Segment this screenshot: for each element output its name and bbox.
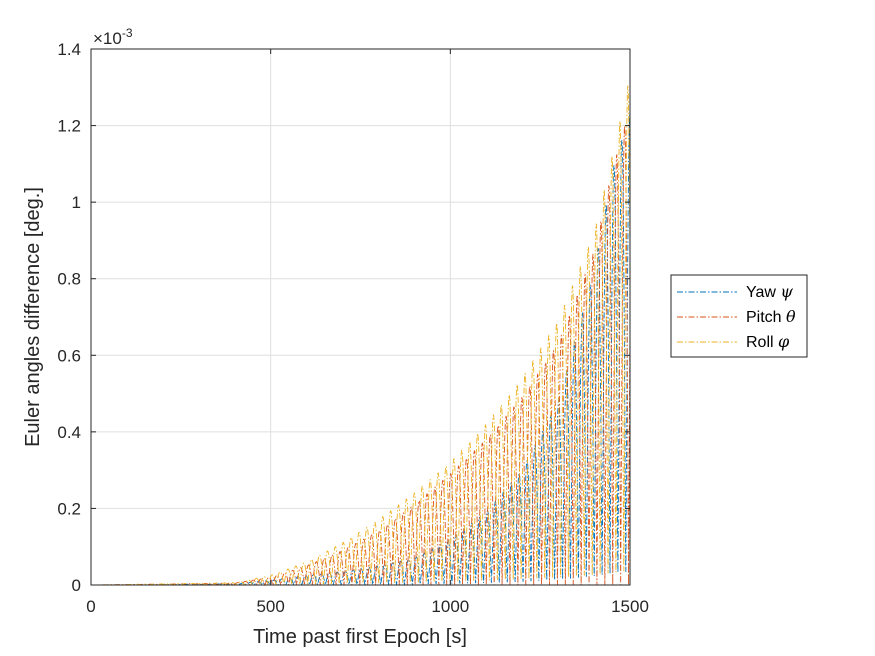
y-tick-label: 1.4 [57, 40, 81, 59]
legend: Yaw ψ Pitch θ Roll φ [670, 274, 808, 358]
series-line-pitch [91, 125, 631, 587]
x-tick-label: 1500 [611, 597, 649, 616]
plot-area [91, 49, 630, 585]
y-tick-label: 1 [72, 193, 81, 212]
x-tick-label: 0 [86, 597, 95, 616]
x-tick-label: 500 [256, 597, 284, 616]
y-exponent-label: ×10-3 [93, 26, 133, 48]
y-tick-label: 1.2 [57, 117, 81, 136]
legend-label-roll: Roll φ [746, 332, 790, 351]
y-tick-label: 0.8 [57, 270, 81, 289]
grid [91, 49, 630, 585]
x-tick-label: 1000 [431, 597, 469, 616]
axes-box [90, 48, 631, 586]
y-tick-label: 0.2 [57, 499, 81, 518]
y-axis-ticks: 0 0.2 0.4 0.6 0.8 1 1.2 1.4 [57, 40, 630, 595]
y-tick-label: 0.6 [57, 346, 81, 365]
y-tick-label: 0.4 [57, 423, 81, 442]
legend-label-pitch: Pitch θ [746, 307, 796, 326]
x-axis-label: Time past first Epoch [s] [253, 626, 467, 648]
legend-label-yaw: Yaw ψ [746, 282, 793, 301]
x-axis-ticks: 0 500 1000 1500 [86, 49, 649, 616]
y-tick-label: 0 [72, 576, 81, 595]
y-axis-label: Euler angles difference [deg.] [22, 187, 44, 447]
legend-box [670, 274, 808, 358]
